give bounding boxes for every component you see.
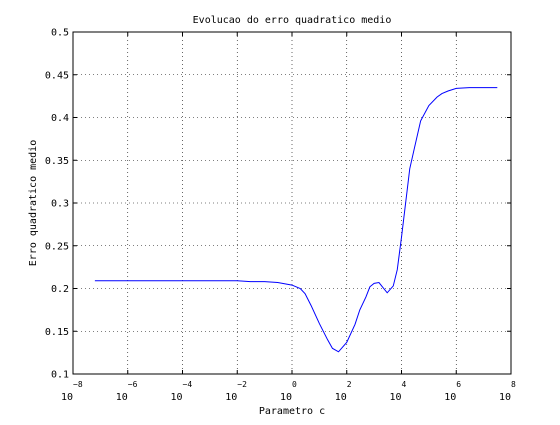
- x-tick-label-base: 10: [170, 392, 182, 403]
- y-tick-label: 0.15: [45, 327, 69, 338]
- x-tick-label-base: 10: [499, 392, 511, 403]
- y-axis-title: Erro quadratico medio: [28, 140, 39, 266]
- x-tick-label-exponent: −8: [73, 380, 83, 389]
- x-tick-label-base: 10: [280, 392, 292, 403]
- x-tick-label-base: 10: [61, 392, 73, 403]
- x-tick-label-exponent: −4: [183, 380, 193, 389]
- series-line: [94, 87, 498, 353]
- x-tick-label-base: 10: [335, 392, 347, 403]
- x-tick-label-base: 10: [444, 392, 456, 403]
- data-series: [94, 87, 498, 353]
- y-tick-label: 0.3: [51, 199, 69, 210]
- tick-marks: [72, 31, 512, 375]
- y-tick-label: 0.4: [51, 113, 69, 124]
- x-tick-label-exponent: 4: [402, 380, 407, 389]
- x-axis-title: Parametro c: [259, 406, 325, 417]
- y-tick-label: 0.5: [51, 28, 69, 39]
- y-tick-label: 0.2: [51, 284, 69, 295]
- x-tick-label-exponent: 2: [347, 380, 352, 389]
- x-tick-label-base: 10: [116, 392, 128, 403]
- y-tick-label: 0.45: [45, 70, 69, 81]
- x-tick-label-exponent: −2: [237, 380, 247, 389]
- tick-labels: 10−810−610−410−21001021041061080.10.150.…: [45, 28, 516, 404]
- grid-lines: [73, 32, 511, 374]
- y-tick-label: 0.35: [45, 156, 69, 167]
- x-tick-label-exponent: 6: [456, 380, 461, 389]
- y-tick-label: 0.25: [45, 241, 69, 252]
- x-tick-label-base: 10: [225, 392, 237, 403]
- x-tick-label-exponent: −6: [128, 380, 138, 389]
- x-tick-label-exponent: 0: [292, 380, 297, 389]
- x-tick-label-exponent: 8: [511, 380, 516, 389]
- y-tick-label: 0.1: [51, 370, 69, 381]
- x-tick-label-base: 10: [389, 392, 401, 403]
- chart-title: Evolucao do erro quadratico medio: [193, 15, 392, 26]
